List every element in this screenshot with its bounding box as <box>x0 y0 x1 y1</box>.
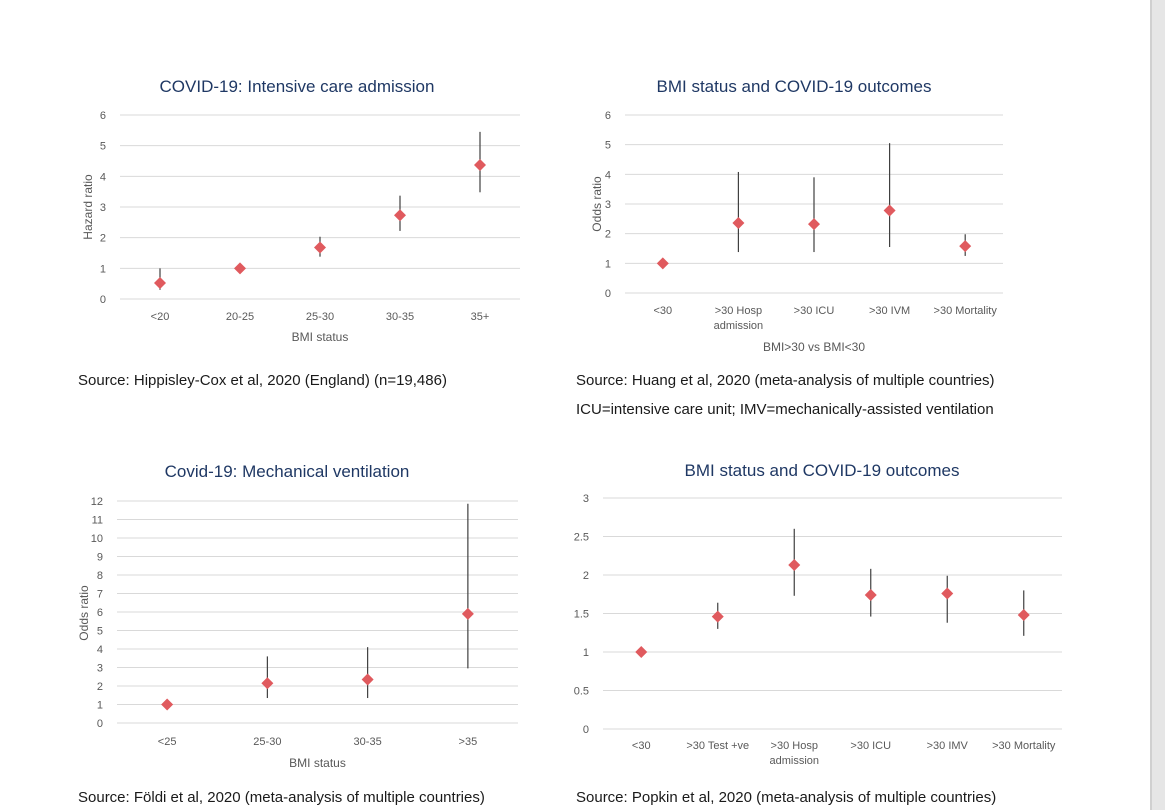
data-point <box>394 209 406 222</box>
y-tick-label: 1 <box>605 258 611 270</box>
y-tick-label: 3 <box>97 663 103 675</box>
data-point <box>161 698 174 711</box>
y-tick-label: 0 <box>97 718 103 730</box>
y-tick-label: 5 <box>100 141 106 153</box>
data-point <box>461 607 474 620</box>
chart-title: COVID-19: Intensive care admission <box>160 77 435 96</box>
data-point <box>941 587 954 600</box>
y-tick-label: 3 <box>100 202 106 214</box>
y-tick-label: 4 <box>605 169 611 181</box>
x-tick-label: <25 <box>158 736 177 748</box>
data-point <box>656 257 669 270</box>
data-point <box>959 240 972 253</box>
y-tick-label: 9 <box>97 552 103 564</box>
data-point <box>154 277 166 290</box>
y-tick-label: 1 <box>97 700 103 712</box>
y-tick-label: 5 <box>605 140 611 152</box>
page-edge <box>1150 0 1165 810</box>
x-tick-label: 35+ <box>471 311 490 323</box>
x-axis-label: BMI>30 vs BMI<30 <box>763 340 865 354</box>
data-point <box>261 677 274 690</box>
y-tick-label: 7 <box>97 589 103 601</box>
y-tick-label: 5 <box>97 626 103 638</box>
chart-title: BMI status and COVID-19 outcomes <box>657 77 932 96</box>
y-tick-label: 2.5 <box>574 532 589 544</box>
caption-foldi: Source: Földi et al, 2020 (meta-analysis… <box>78 789 485 806</box>
y-tick-label: 0 <box>583 724 589 736</box>
x-axis-label: BMI status <box>292 330 349 344</box>
data-point <box>314 241 326 254</box>
chart-title: BMI status and COVID-19 outcomes <box>685 461 960 480</box>
y-tick-label: 2 <box>97 681 103 693</box>
x-tick-label: >30 Test +ve <box>686 740 749 752</box>
x-tick-label: >30 Mortality <box>934 305 998 317</box>
y-tick-label: 0 <box>605 288 611 300</box>
y-tick-label: 8 <box>97 570 103 582</box>
y-tick-label: 12 <box>91 496 103 508</box>
y-tick-label: 3 <box>605 199 611 211</box>
y-tick-label: 10 <box>91 533 103 545</box>
caption-abbreviations: ICU=intensive care unit; IMV=mechanicall… <box>576 401 994 418</box>
y-tick-label: 11 <box>92 515 103 527</box>
y-axis-label: Odds ratio <box>590 176 604 232</box>
x-tick-label: 20-25 <box>226 311 254 323</box>
x-tick-label: 30-35 <box>354 736 382 748</box>
y-tick-label: 0.5 <box>574 686 589 698</box>
data-point <box>788 558 801 571</box>
data-point <box>635 646 648 658</box>
y-tick-label: 2 <box>583 570 589 582</box>
y-tick-label: 1.5 <box>574 609 589 621</box>
x-tick-label: admission <box>769 755 819 767</box>
chart-bmi-outcomes-popkin: BMI status and COVID-19 outcomes 0 0.5 1 1.5… <box>574 461 1062 767</box>
y-tick-label: 0 <box>100 294 106 306</box>
chart-title: Covid-19: Mechanical ventilation <box>165 462 410 481</box>
y-tick-label: 4 <box>97 644 103 656</box>
data-point <box>361 673 374 686</box>
x-tick-label: 30-35 <box>386 311 414 323</box>
data-point <box>864 589 877 602</box>
y-axis-label: Odds ratio <box>77 585 91 641</box>
x-tick-label: >30 Hosp <box>771 740 818 752</box>
y-tick-label: 4 <box>100 171 106 183</box>
x-tick-label: 25-30 <box>253 736 281 748</box>
x-tick-label: >35 <box>459 736 478 748</box>
y-tick-label: 3 <box>583 493 589 505</box>
chart-mechanical-ventilation: Covid-19: Mechanical ventilation01234567… <box>77 462 518 770</box>
caption-huang: Source: Huang et al, 2020 (meta-analysis… <box>576 372 995 389</box>
data-point <box>474 158 486 171</box>
y-tick-label: 2 <box>605 229 611 241</box>
y-tick-label: 2 <box>100 233 106 245</box>
data-point <box>711 610 724 623</box>
chart-icu-admission: COVID-19: Intensive care admission 0 1 2 3 4 5… <box>81 77 520 344</box>
x-tick-label: >30 IMV <box>927 740 969 752</box>
x-tick-label: >30 ICU <box>794 305 835 317</box>
data-point <box>808 218 820 231</box>
y-tick-label: 6 <box>100 110 106 122</box>
x-tick-label: <30 <box>632 740 651 752</box>
x-tick-label: admission <box>714 320 764 332</box>
x-tick-label: >30 Mortality <box>992 740 1056 752</box>
data-point <box>1017 609 1030 622</box>
x-tick-label: 25-30 <box>306 311 334 323</box>
y-tick-label: 6 <box>605 110 611 122</box>
x-axis-label: BMI status <box>289 756 346 770</box>
x-tick-label: >30 IVM <box>869 305 910 317</box>
caption-hippisley-cox: Source: Hippisley-Cox et al, 2020 (Engla… <box>78 372 447 389</box>
x-tick-label: <20 <box>151 311 170 323</box>
y-axis-label: Hazard ratio <box>81 174 95 240</box>
y-tick-label: 1 <box>100 263 106 275</box>
y-tick-label: 1 <box>583 647 589 659</box>
data-point <box>883 204 896 217</box>
chart-bmi-outcomes-huang: BMI status and COVID-19 outcomes 0 1 2 3 4 5 6 <… <box>590 77 1003 354</box>
caption-popkin: Source: Popkin et al, 2020 (meta-analysi… <box>576 789 997 806</box>
x-tick-label: <30 <box>653 305 672 317</box>
data-point <box>234 262 246 275</box>
x-tick-label: >30 Hosp <box>715 305 762 317</box>
data-point <box>732 216 745 229</box>
y-tick-label: 6 <box>97 607 103 619</box>
x-tick-label: >30 ICU <box>850 740 891 752</box>
